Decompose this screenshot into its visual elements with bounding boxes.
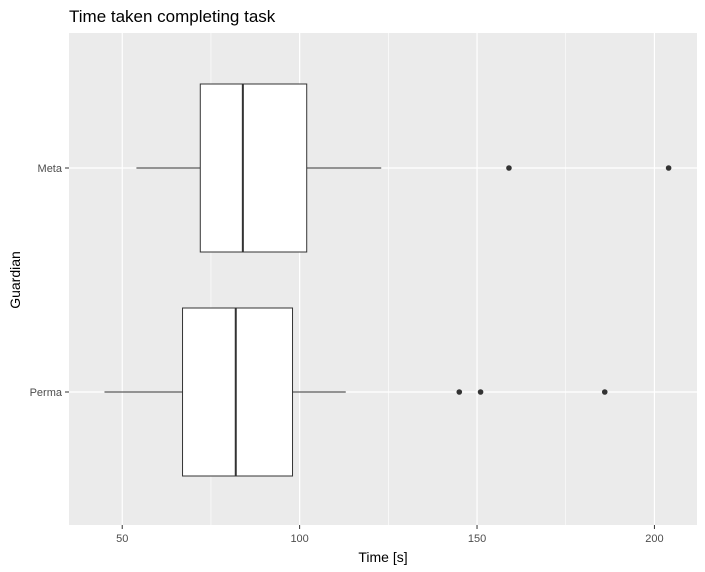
outlier-point — [506, 165, 512, 171]
outlier-point — [665, 165, 672, 171]
x-tick-label: 100 — [290, 533, 308, 545]
outlier-point — [601, 389, 608, 395]
y-tick-label: Perma — [30, 387, 63, 399]
box-iqr — [182, 307, 294, 477]
plot-panel — [69, 33, 697, 525]
box-perma — [104, 307, 608, 477]
box-iqr — [199, 83, 308, 253]
chart-title: Time taken completing task — [69, 7, 276, 26]
x-tick-label: 50 — [116, 533, 128, 545]
box-meta — [136, 83, 672, 253]
y-axis-title: Guardian — [7, 251, 23, 309]
x-tick-label: 150 — [468, 533, 486, 545]
axis-ticks: 50 100 150 200 Meta Perma — [30, 163, 664, 545]
outlier-point — [477, 389, 484, 395]
y-tick-label: Meta — [38, 163, 63, 175]
boxes — [104, 83, 672, 477]
x-axis-title: Time [s] — [358, 549, 407, 565]
x-tick-label: 200 — [645, 533, 663, 545]
outlier-point — [456, 389, 463, 395]
